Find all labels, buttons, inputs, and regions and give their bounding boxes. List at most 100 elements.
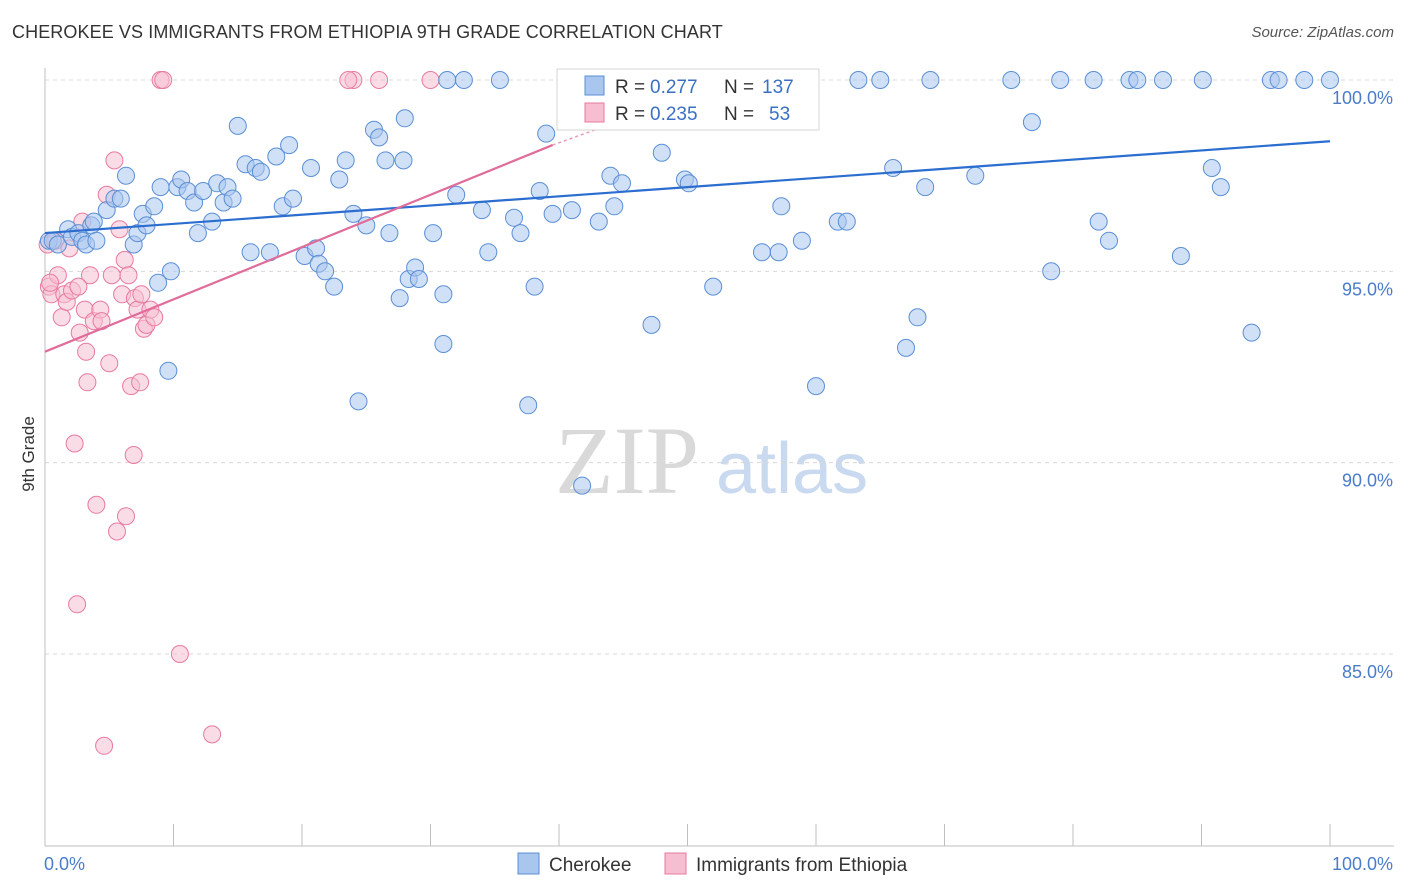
- cherokee-point-34: [223, 189, 242, 208]
- cherokee-point-57: [370, 128, 389, 147]
- cherokee-point-44: [284, 189, 302, 208]
- series-immigrants-from-ethiopia: [38, 71, 440, 755]
- cherokee-point-69: [454, 71, 473, 89]
- ethiopia-point-49: [339, 71, 358, 89]
- ethiopia-point-32: [119, 266, 138, 285]
- cherokee-point-115: [1042, 262, 1061, 281]
- cherokee-point-70: [472, 201, 491, 220]
- cherokee-point-19: [145, 197, 164, 216]
- cherokee-point-52: [336, 151, 355, 170]
- y-tick-labels: 85.0% 90.0% 95.0% 100.0%: [1332, 88, 1393, 682]
- cherokee-point-117: [1084, 71, 1103, 89]
- cherokee-point-29: [194, 182, 213, 200]
- cherokee-point-73: [505, 208, 523, 227]
- cherokee-point-72: [490, 71, 509, 89]
- cherokee-point-65: [424, 224, 443, 243]
- ethiopia-point-50: [421, 71, 440, 89]
- cherokee-point-77: [530, 182, 549, 200]
- ethiopia-point-5: [52, 308, 71, 327]
- cherokee-point-60: [390, 289, 409, 308]
- cherokee-point-59: [380, 224, 399, 243]
- cherokee-point-133: [394, 151, 413, 170]
- cherokee-point-102: [807, 377, 825, 396]
- axes: [44, 68, 1394, 847]
- cherokee-point-2: [48, 235, 67, 254]
- cherokee-point-94: [704, 277, 723, 296]
- cherokee-point-49: [316, 262, 335, 281]
- stats-n-value-ethiopia: 53: [769, 104, 790, 125]
- ethiopia-point-37: [131, 373, 150, 392]
- cherokee-point-109: [908, 308, 927, 327]
- ethiopia-point-38: [132, 285, 151, 304]
- ethiopia-point-48: [370, 71, 389, 89]
- cherokee-point-79: [543, 204, 562, 223]
- legend-label-cherokee: Cherokee: [549, 855, 631, 876]
- trendlines: [44, 121, 1331, 353]
- cherokee-point-20: [149, 273, 168, 292]
- stats-n-value-cherokee: 137: [762, 77, 794, 98]
- cherokee-point-13: [111, 189, 130, 208]
- ethiopia-point-46: [203, 725, 222, 744]
- cherokee-point-118: [1089, 212, 1108, 231]
- legend: Cherokee Immigrants from Ethiopia: [517, 852, 908, 876]
- ethiopia-point-17: [81, 266, 99, 285]
- cherokee-point-58: [376, 151, 395, 170]
- cherokee-point-71: [479, 243, 498, 262]
- ethiopia-point-51: [41, 273, 60, 292]
- cherokee-point-131: [1321, 71, 1339, 89]
- cherokee-point-127: [1242, 323, 1261, 342]
- legend-label-ethiopia: Immigrants from Ethiopia: [696, 855, 908, 876]
- legend-swatch-ethiopia: [664, 852, 687, 875]
- cherokee-point-110: [916, 178, 935, 197]
- cherokee-point-98: [769, 243, 788, 262]
- ethiopia-point-11: [68, 595, 87, 614]
- cherokee-point-61: [395, 109, 414, 128]
- stats-n-label-ethiopia: N =: [724, 104, 754, 125]
- cherokee-point-97: [753, 243, 771, 262]
- cherokee-point-124: [1193, 71, 1212, 89]
- cherokee-point-129: [1269, 71, 1288, 89]
- stats-r-value-cherokee: 0.277: [650, 77, 698, 98]
- cherokee-point-23: [161, 262, 180, 281]
- cherokee-point-123: [1171, 247, 1190, 265]
- cherokee-point-78: [537, 124, 556, 143]
- watermark-atlas: atlas: [716, 429, 868, 509]
- cherokee-point-114: [1022, 113, 1041, 132]
- series-cherokee: [39, 71, 1339, 495]
- y-axis-label: 9th Grade: [19, 416, 38, 492]
- cherokee-point-88: [642, 315, 661, 334]
- cherokee-point-104: [837, 212, 856, 231]
- cherokee-point-22: [159, 361, 178, 380]
- cherokee-point-39: [251, 162, 270, 181]
- cherokee-point-74: [511, 224, 530, 243]
- ethiopia-point-22: [95, 736, 114, 755]
- cherokee-point-111: [921, 71, 940, 89]
- cherokee-point-68: [447, 185, 466, 204]
- cherokee-point-21: [151, 178, 170, 197]
- ethiopia-point-27: [108, 522, 126, 541]
- legend-swatch-cherokee: [517, 852, 540, 875]
- cherokee-point-90: [652, 143, 671, 162]
- ethiopia-point-24: [100, 354, 119, 373]
- ethiopia-point-45: [170, 645, 189, 663]
- trendline-cherokee: [44, 140, 1331, 235]
- y-tick-label-100: 100.0%: [1332, 88, 1393, 108]
- cherokee-point-86: [613, 174, 631, 193]
- stats-swatch-ethiopia: [584, 102, 605, 123]
- ethiopia-point-31: [117, 507, 135, 526]
- stats-box: R = 0.277 N = 137 R = 0.235 N = 53: [556, 68, 820, 131]
- cherokee-point-54: [349, 392, 368, 411]
- cherokee-point-10: [87, 231, 106, 250]
- cherokee-point-119: [1100, 231, 1118, 250]
- ethiopia-point-19: [87, 495, 106, 514]
- stats-r-label-cherokee: R =: [615, 77, 645, 98]
- cherokee-point-116: [1051, 71, 1070, 89]
- cherokee-point-126: [1211, 178, 1230, 197]
- ethiopia-point-16: [78, 373, 97, 392]
- cherokee-point-81: [573, 476, 592, 495]
- cherokee-point-132: [434, 285, 453, 304]
- source-credit: Source: ZipAtlas.com: [1251, 24, 1394, 41]
- x-ticks: [44, 824, 1331, 846]
- ethiopia-point-26: [105, 151, 124, 170]
